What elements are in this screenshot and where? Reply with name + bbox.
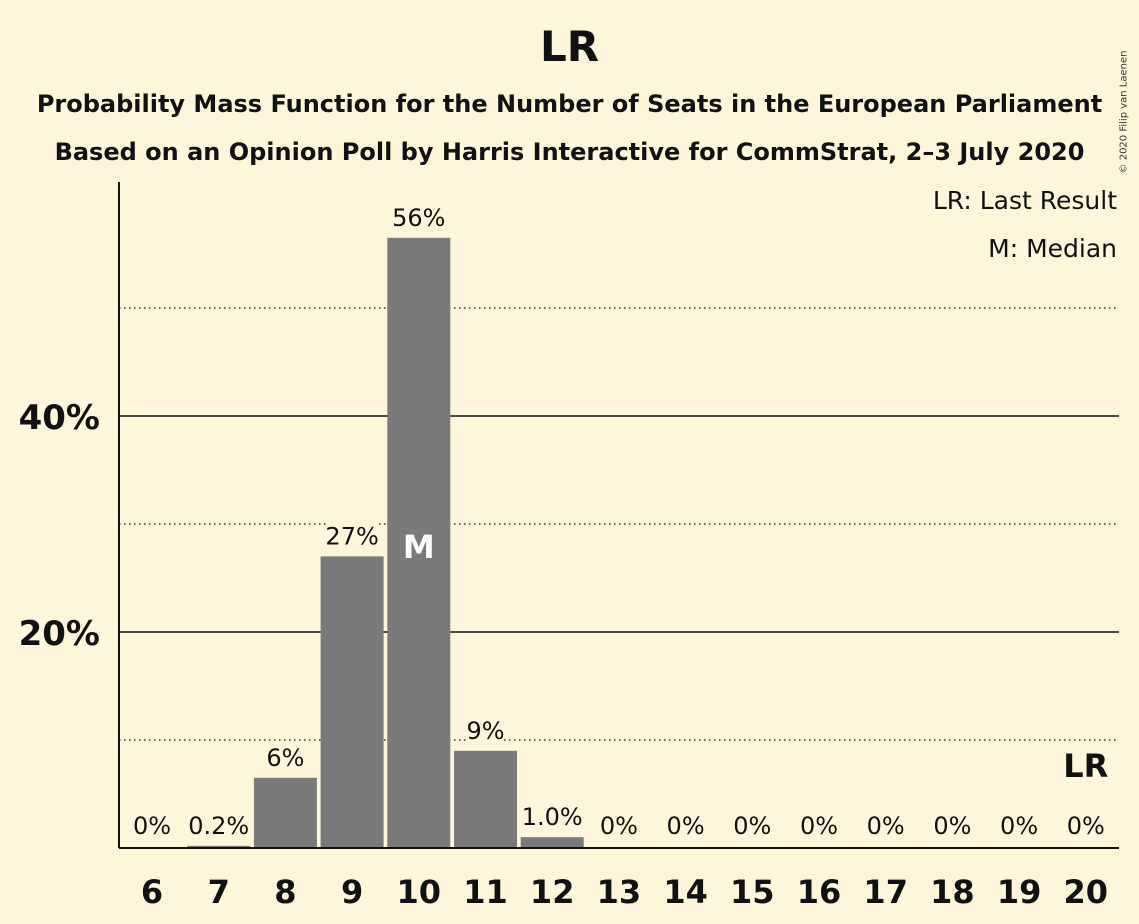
bar bbox=[520, 837, 584, 848]
y-tick-label: 40% bbox=[19, 398, 100, 438]
x-tick-label: 15 bbox=[730, 873, 775, 911]
legend-last-result: LR: Last Result bbox=[933, 186, 1117, 215]
x-tick-label: 13 bbox=[597, 873, 642, 911]
value-label-backdrop bbox=[1068, 810, 1103, 840]
legend-median: M: Median bbox=[988, 234, 1117, 263]
bar-value-label: 0% bbox=[800, 812, 838, 840]
value-label-backdrop bbox=[522, 801, 583, 832]
x-tick-label: 17 bbox=[863, 873, 908, 911]
bar-value-label: 0% bbox=[867, 812, 905, 840]
x-tick-label: 16 bbox=[797, 873, 842, 911]
x-tick-label: 20 bbox=[1064, 873, 1109, 911]
bar bbox=[454, 750, 517, 848]
value-label-backdrop bbox=[668, 810, 703, 840]
x-tick-label: 14 bbox=[663, 873, 708, 911]
bar-value-label: 0% bbox=[133, 812, 171, 840]
x-tick-label: 6 bbox=[141, 873, 163, 911]
value-label-backdrop bbox=[1002, 810, 1037, 840]
chart-subtitle-1: Probability Mass Function for the Number… bbox=[36, 90, 1103, 118]
x-tick-label: 9 bbox=[341, 873, 363, 911]
value-label-backdrop bbox=[395, 201, 443, 232]
value-label-backdrop bbox=[601, 810, 636, 840]
bar-value-label: 0% bbox=[1067, 812, 1105, 840]
x-tick-label: 11 bbox=[463, 873, 508, 911]
value-label-backdrop bbox=[268, 741, 303, 772]
value-label-backdrop bbox=[935, 810, 970, 840]
chart-subtitle-2: Based on an Opinion Poll by Harris Inter… bbox=[54, 138, 1085, 166]
bar-value-label: 0% bbox=[933, 812, 971, 840]
bar bbox=[320, 556, 384, 848]
chart-title: LR bbox=[539, 22, 600, 71]
bar-value-label: 0.2% bbox=[188, 812, 249, 840]
bar-value-label: 0% bbox=[667, 812, 705, 840]
value-label-backdrop bbox=[868, 810, 903, 840]
value-label-backdrop bbox=[135, 810, 169, 840]
bar bbox=[253, 777, 317, 848]
bar bbox=[187, 845, 251, 848]
median-marker: M bbox=[403, 528, 435, 566]
value-label-backdrop bbox=[735, 810, 770, 840]
x-tick-label: 19 bbox=[997, 873, 1042, 911]
value-label-backdrop bbox=[328, 520, 376, 551]
bar-value-label: 0% bbox=[1000, 812, 1038, 840]
bar-value-label: 0% bbox=[600, 812, 638, 840]
bar-value-label: 1.0% bbox=[522, 803, 583, 831]
bar-value-label: 27% bbox=[325, 522, 378, 550]
value-label-backdrop bbox=[188, 810, 249, 840]
x-tick-label: 18 bbox=[930, 873, 975, 911]
value-label-backdrop bbox=[802, 810, 836, 840]
bar bbox=[387, 237, 451, 849]
value-label-backdrop bbox=[468, 714, 503, 745]
y-tick-label: 20% bbox=[19, 614, 100, 654]
bar-value-label: 0% bbox=[733, 812, 771, 840]
bar-value-label: 56% bbox=[392, 204, 445, 232]
x-tick-label: 8 bbox=[274, 873, 296, 911]
x-tick-label: 7 bbox=[208, 873, 230, 911]
last-result-marker: LR bbox=[1063, 747, 1108, 785]
bar-value-label: 6% bbox=[266, 744, 304, 772]
x-tick-label: 12 bbox=[530, 873, 575, 911]
bar-value-label: 9% bbox=[466, 717, 504, 745]
x-tick-label: 10 bbox=[397, 873, 442, 911]
